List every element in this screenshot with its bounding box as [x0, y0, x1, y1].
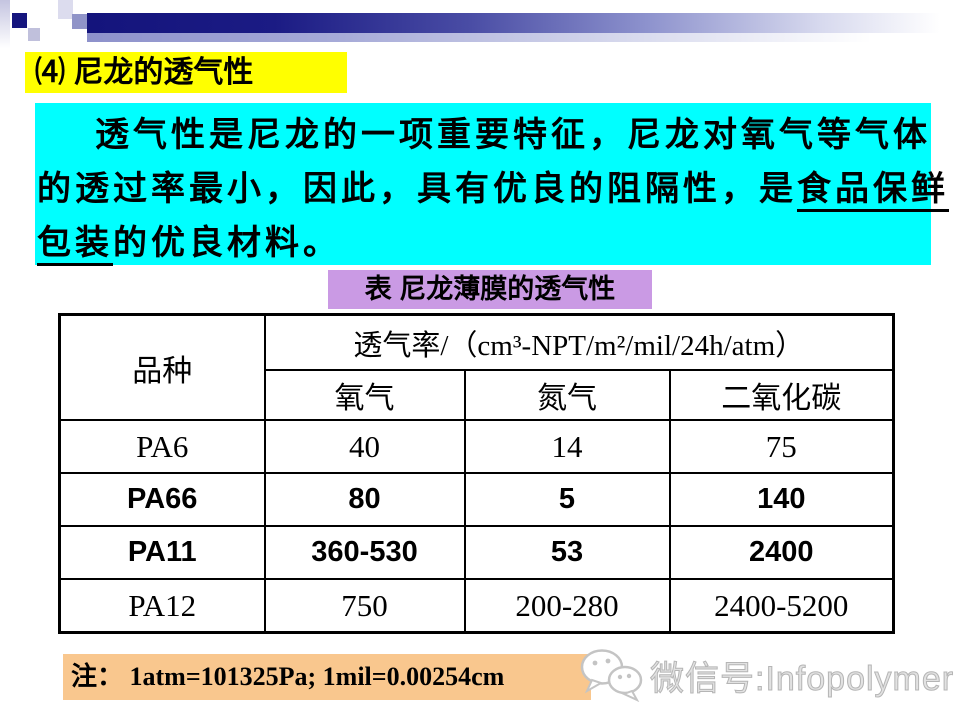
table-header-nitrogen: 氮气 — [463, 369, 671, 421]
cell-nitrogen: 53 — [463, 525, 671, 580]
watermark-label: 微信号:Infopolymer — [649, 659, 955, 698]
cell-nitrogen: 5 — [463, 472, 671, 527]
decor-square-light-2 — [58, 0, 73, 19]
intro-line-2-text: 的透过率最小，因此，具有优良的阻隔性，是 — [37, 170, 797, 208]
table-header-species: 品种 — [58, 313, 266, 421]
table-header-oxygen: 氧气 — [263, 369, 466, 421]
table-row: PA6 40 14 75 — [58, 419, 895, 474]
cell-oxygen: 80 — [263, 472, 466, 527]
cell-species: PA6 — [58, 419, 266, 474]
cell-oxygen: 360-530 — [263, 525, 466, 580]
table-header-rate: 透气率/（cm³-NPT/m²/mil/24h/atm） — [263, 313, 895, 371]
wechat-icon — [580, 649, 643, 702]
decor-square-light-1 — [28, 28, 40, 41]
intro-line-3-underlined: 包装 — [37, 224, 113, 266]
table-header-co2: 二氧化碳 — [668, 369, 895, 421]
banner-bar — [87, 13, 940, 33]
table-row: PA11 360-530 53 2400 — [58, 525, 895, 580]
footnote: 注： 1atm=101325Pa; 1mil=0.00254cm — [63, 654, 591, 700]
cell-co2: 2400 — [668, 525, 895, 580]
table-row: PA12 750 200-280 2400-5200 — [58, 578, 895, 634]
cell-oxygen: 750 — [263, 578, 466, 634]
cell-co2: 2400-5200 — [668, 578, 895, 634]
cell-oxygen: 40 — [263, 419, 466, 474]
cell-species: PA66 — [58, 472, 266, 527]
watermark: 微信号:Infopolymer — [580, 646, 954, 704]
cell-species: PA11 — [58, 525, 266, 580]
table-row: PA66 80 5 140 — [58, 472, 895, 527]
decor-square-medium — [72, 14, 87, 29]
cell-co2: 75 — [668, 419, 895, 474]
intro-paragraph: 透气性是尼龙的一项重要特征，尼龙对氧气等气体 的透过率最小，因此，具有优良的阻隔… — [35, 103, 949, 266]
permeability-table: 品种 透气率/（cm³-NPT/m²/mil/24h/atm） 氧气 氮气 二氧… — [58, 313, 896, 634]
banner-bar-shadow — [87, 33, 940, 42]
cell-nitrogen: 14 — [463, 419, 671, 474]
decor-strip — [0, 0, 10, 48]
intro-line-3-text: 的优良材料。 — [113, 224, 341, 262]
decor-square-dark — [12, 13, 27, 28]
intro-line-2-underlined: 食品保鲜 — [797, 170, 949, 212]
cell-nitrogen: 200-280 — [463, 578, 671, 634]
cell-species: PA12 — [58, 578, 266, 634]
intro-line-2: 的透过率最小，因此，具有优良的阻隔性，是食品保鲜 — [35, 162, 949, 216]
intro-line-3: 包装的优良材料。 — [35, 216, 931, 270]
table-caption: 表 尼龙薄膜的透气性 — [328, 270, 652, 309]
intro-line-1: 透气性是尼龙的一项重要特征，尼龙对氧气等气体 — [95, 116, 931, 154]
page-title: ⑷ 尼龙的透气性 — [25, 52, 347, 93]
cell-co2: 140 — [668, 472, 895, 527]
